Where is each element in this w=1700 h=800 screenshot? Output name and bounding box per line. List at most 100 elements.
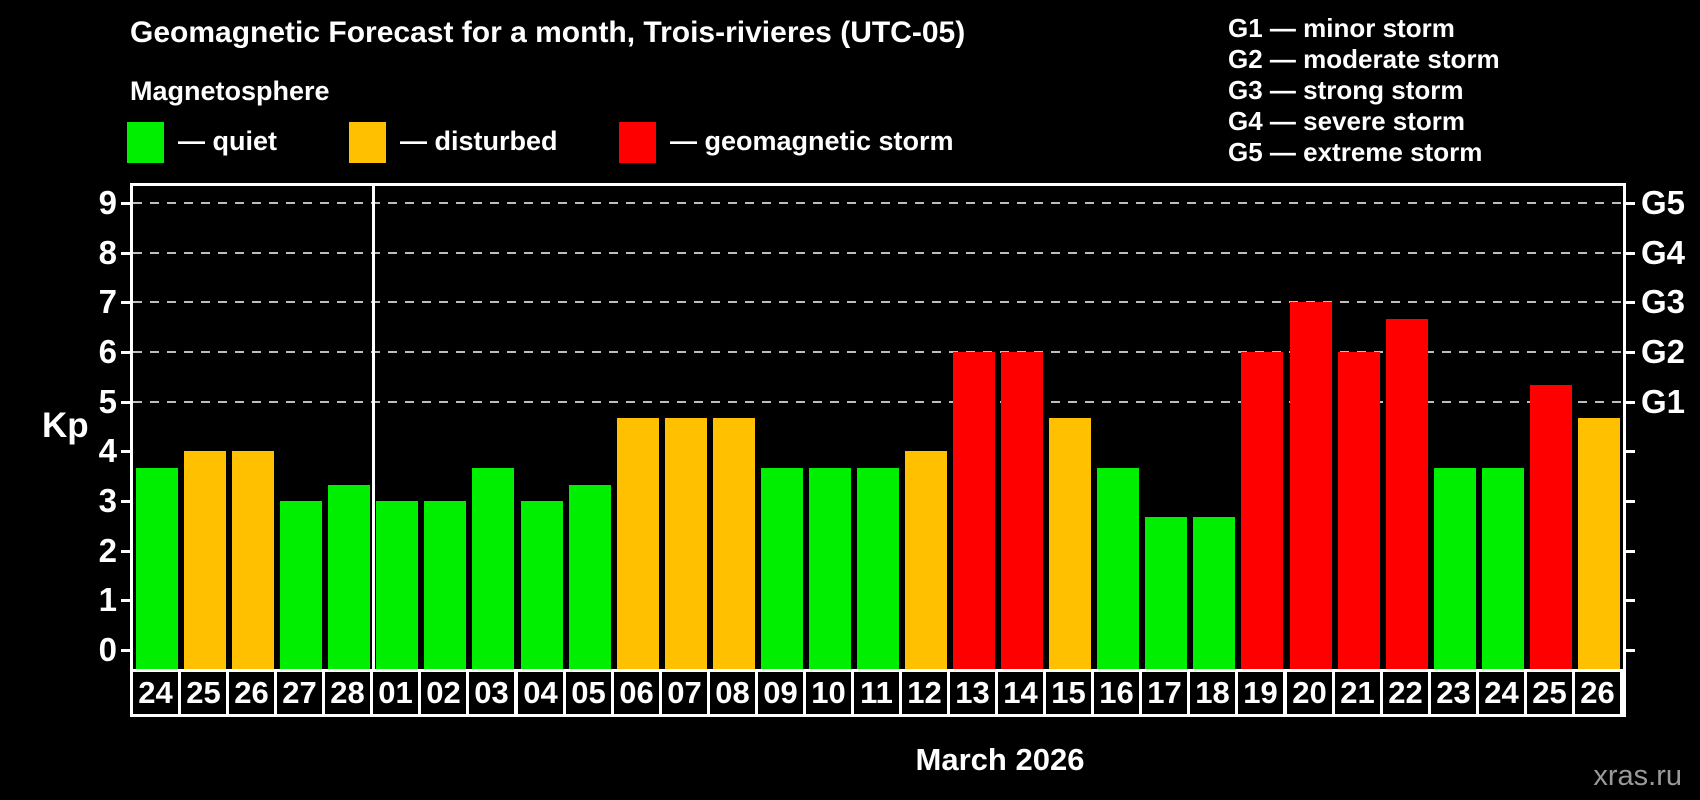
bar-day-03 bbox=[472, 468, 514, 669]
y-tick-right-3 bbox=[1626, 500, 1635, 503]
date-label-20: 20 bbox=[1284, 669, 1335, 717]
bar-day-16 bbox=[1097, 468, 1139, 669]
plot-frame-top bbox=[130, 183, 1626, 186]
kp-axis-label: Kp bbox=[42, 406, 89, 445]
date-label-10: 10 bbox=[803, 669, 854, 717]
bar-day-15 bbox=[1049, 418, 1091, 669]
y-tick-left-9 bbox=[121, 202, 130, 205]
g-axis-label-G1: G1 bbox=[1641, 383, 1686, 420]
date-label-16: 16 bbox=[1091, 669, 1142, 717]
y-tick-left-7 bbox=[121, 301, 130, 304]
bar-day-01 bbox=[376, 501, 418, 669]
bar-day-25 bbox=[184, 451, 226, 669]
kp-level-legend: — quiet — disturbed — geomagnetic storm bbox=[0, 120, 1100, 166]
bar-day-24 bbox=[1482, 468, 1524, 669]
date-label-03: 03 bbox=[466, 669, 517, 717]
y-axis-right bbox=[1623, 183, 1626, 717]
bar-day-26 bbox=[232, 451, 274, 669]
y-tick-left-6 bbox=[121, 351, 130, 354]
date-label-24: 24 bbox=[130, 669, 181, 717]
watermark-xras: xras.ru bbox=[1593, 760, 1682, 792]
date-label-08: 08 bbox=[707, 669, 758, 717]
legend-swatch-storm bbox=[619, 122, 656, 163]
date-label-13: 13 bbox=[947, 669, 998, 717]
y-tick-right-7 bbox=[1626, 301, 1635, 304]
chart-subtitle: Magnetosphere bbox=[130, 76, 330, 106]
y-tick-right-8 bbox=[1626, 252, 1635, 255]
bar-day-13 bbox=[953, 352, 995, 669]
bar-day-07 bbox=[665, 418, 707, 669]
date-label-04: 04 bbox=[515, 669, 566, 717]
y-tick-right-6 bbox=[1626, 351, 1635, 354]
gridline-kp-8 bbox=[133, 252, 1623, 254]
g-scale-legend: G1 — minor storm G2 — moderate storm G3 — … bbox=[1228, 13, 1500, 168]
bar-day-20 bbox=[1290, 302, 1332, 669]
g-axis-label-G3: G3 bbox=[1641, 283, 1686, 320]
y-tick-label-4: 4 bbox=[98, 432, 117, 469]
month-separator bbox=[372, 183, 375, 669]
y-tick-left-1 bbox=[121, 599, 130, 602]
date-label-17: 17 bbox=[1139, 669, 1190, 717]
bar-day-09 bbox=[761, 468, 803, 669]
g-legend-line-G2: G2 — moderate storm bbox=[1228, 44, 1500, 74]
bar-day-26 bbox=[1578, 418, 1620, 669]
y-tick-right-1 bbox=[1626, 599, 1635, 602]
y-tick-label-5: 5 bbox=[98, 383, 117, 420]
y-tick-label-9: 9 bbox=[98, 184, 117, 221]
date-label-25: 25 bbox=[1524, 669, 1575, 717]
bar-day-21 bbox=[1338, 352, 1380, 669]
y-tick-label-7: 7 bbox=[98, 283, 117, 320]
y-tick-label-6: 6 bbox=[98, 333, 117, 370]
date-label-05: 05 bbox=[563, 669, 614, 717]
date-label-21: 21 bbox=[1332, 669, 1383, 717]
y-tick-label-3: 3 bbox=[98, 482, 117, 519]
legend-label-storm: — geomagnetic storm bbox=[670, 126, 954, 156]
date-label-09: 09 bbox=[755, 669, 806, 717]
gridline-kp-7 bbox=[133, 301, 1623, 303]
y-tick-label-8: 8 bbox=[98, 234, 117, 271]
legend-label-disturbed: — disturbed bbox=[400, 126, 558, 156]
y-tick-right-9 bbox=[1626, 202, 1635, 205]
date-label-01: 01 bbox=[370, 669, 421, 717]
y-tick-label-0: 0 bbox=[98, 631, 117, 668]
y-tick-right-2 bbox=[1626, 550, 1635, 553]
y-tick-left-3 bbox=[121, 500, 130, 503]
date-label-14: 14 bbox=[995, 669, 1046, 717]
date-label-23: 23 bbox=[1428, 669, 1479, 717]
bar-day-17 bbox=[1145, 517, 1187, 669]
y-axis-left bbox=[130, 183, 133, 669]
g-legend-line-G4: G4 — severe storm bbox=[1228, 106, 1466, 136]
g-legend-line-G5: G5 — extreme storm bbox=[1228, 137, 1483, 167]
y-tick-left-0 bbox=[121, 649, 130, 652]
date-label-28: 28 bbox=[322, 669, 373, 717]
g-axis-label-G4: G4 bbox=[1641, 234, 1686, 271]
legend-swatch-disturbed bbox=[349, 122, 386, 163]
date-label-12: 12 bbox=[899, 669, 950, 717]
bar-day-04 bbox=[521, 501, 563, 669]
bar-day-05 bbox=[569, 485, 611, 669]
y-tick-left-5 bbox=[121, 401, 130, 404]
date-label-27: 27 bbox=[274, 669, 325, 717]
date-label-26: 26 bbox=[1572, 669, 1623, 717]
bar-day-10 bbox=[809, 468, 851, 669]
date-label-26: 26 bbox=[226, 669, 277, 717]
bar-day-12 bbox=[905, 451, 947, 669]
gridline-kp-5 bbox=[133, 401, 1623, 403]
y-tick-right-5 bbox=[1626, 401, 1635, 404]
date-label-18: 18 bbox=[1187, 669, 1238, 717]
y-tick-label-2: 2 bbox=[98, 532, 117, 569]
y-tick-right-4 bbox=[1626, 450, 1635, 453]
y-tick-left-2 bbox=[121, 550, 130, 553]
date-label-15: 15 bbox=[1043, 669, 1094, 717]
g-axis-label-G5: G5 bbox=[1641, 184, 1686, 221]
bar-day-23 bbox=[1434, 468, 1476, 669]
gridline-kp-9 bbox=[133, 202, 1623, 204]
legend-label-quiet: — quiet bbox=[178, 126, 277, 156]
bar-day-08 bbox=[713, 418, 755, 669]
y-tick-left-8 bbox=[121, 252, 130, 255]
bar-day-19 bbox=[1241, 352, 1283, 669]
y-tick-left-4 bbox=[121, 450, 130, 453]
bar-day-14 bbox=[1001, 352, 1043, 669]
bar-day-11 bbox=[857, 468, 899, 669]
